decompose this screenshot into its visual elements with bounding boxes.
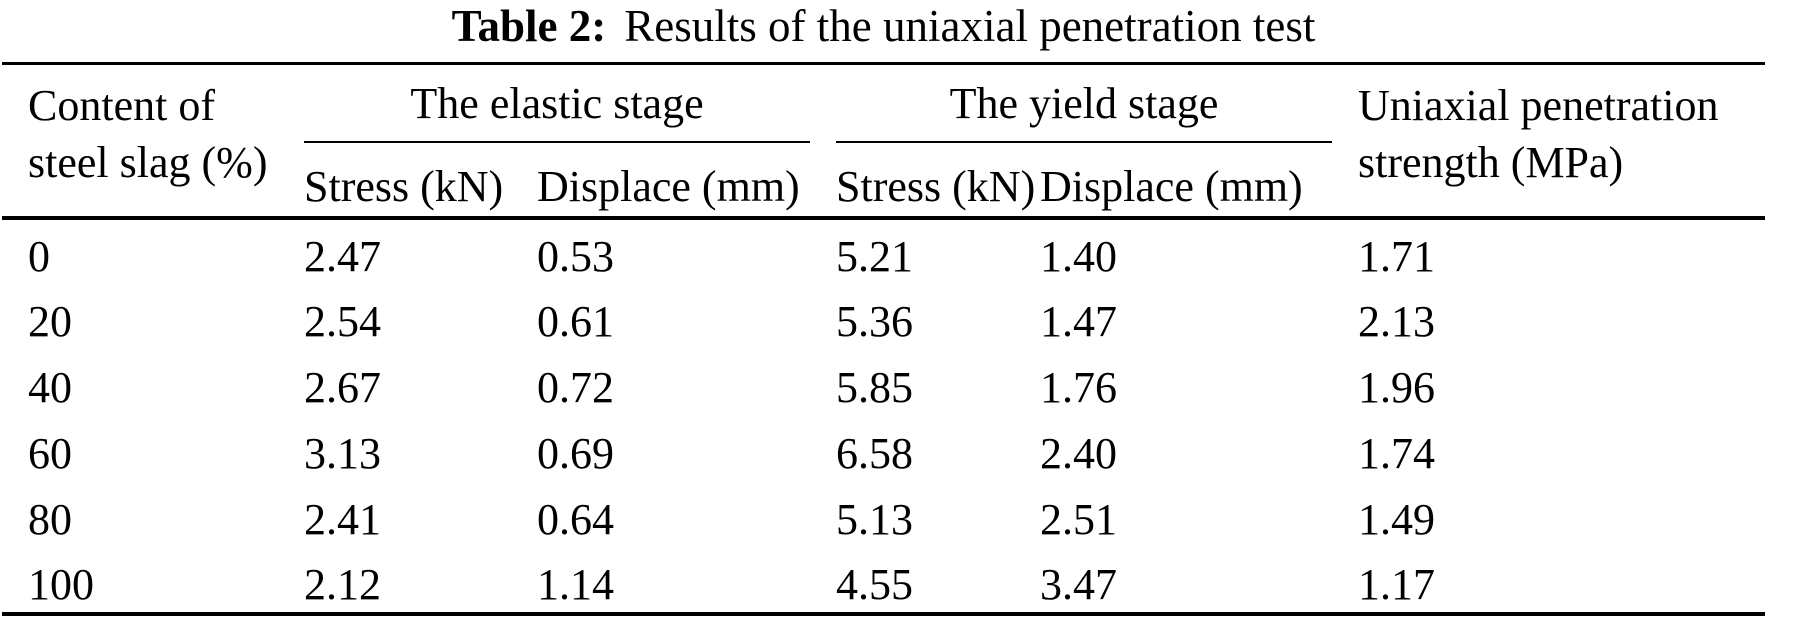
table-row: 20 2.54 0.61 5.36 1.47 2.13: [2, 284, 1765, 350]
group-header-elastic-label: The elastic stage: [410, 78, 704, 128]
data-cell: 0.72: [537, 362, 614, 412]
data-cell: 5.85: [836, 362, 914, 412]
row-header-cell: 100: [28, 559, 94, 609]
data-cell: 0.64: [537, 494, 614, 544]
table-body: 0 2.47 0.53 5.21 1.40 1.71 20 2.54 0.61 …: [2, 218, 1765, 614]
data-cell: 2.41: [304, 494, 381, 544]
table-caption: Table 2: Results of the uniaxial penetrat…: [2, 0, 1765, 52]
data-cell: 6.58: [836, 428, 914, 478]
data-cell: 1.14: [537, 559, 614, 609]
table-caption-text: Results of the uniaxial penetration test: [624, 1, 1316, 51]
table-caption-label: Table 2:: [451, 1, 607, 51]
row-header-cell: 80: [28, 494, 72, 544]
column-header-stress-yield: Stress (kN): [836, 162, 1036, 211]
data-cell: 0.53: [537, 231, 614, 281]
header-strength-line2: strength (MPa): [1358, 137, 1624, 187]
header-content-line2: steel slag (%): [28, 137, 268, 187]
table-row: 0 2.47 0.53 5.21 1.40 1.71: [2, 218, 1765, 284]
group-header-yield-stage: The yield stage: [836, 64, 1358, 143]
results-table: Content of steel slag (%) The elastic st…: [2, 62, 1766, 616]
row-header-cell: 0: [28, 231, 50, 281]
header-content-line1: Content of: [28, 80, 215, 130]
data-cell: 1.96: [1358, 362, 1436, 412]
table-row: 60 3.13 0.69 6.58 2.40 1.74: [2, 416, 1765, 482]
data-cell: 1.47: [1040, 296, 1118, 346]
header-content-steel-slag: Content of steel slag (%): [2, 64, 304, 219]
data-cell: 2.13: [1358, 296, 1436, 346]
column-header-stress-elastic: Stress (kN): [304, 162, 504, 211]
data-cell: 1.74: [1358, 428, 1436, 478]
data-cell: 2.54: [304, 296, 381, 346]
data-cell: 1.17: [1358, 559, 1436, 609]
data-cell: 5.36: [836, 296, 914, 346]
data-cell: 0.69: [537, 428, 614, 478]
data-cell: 0.61: [537, 296, 614, 346]
data-cell: 2.12: [304, 559, 381, 609]
data-cell: 5.13: [836, 494, 914, 544]
table-row: 40 2.67 0.72 5.85 1.76 1.96: [2, 350, 1765, 416]
table-row: 100 2.12 1.14 4.55 3.47 1.17: [2, 548, 1765, 614]
row-header-cell: 20: [28, 296, 72, 346]
header-strength-line1: Uniaxial penetration: [1358, 80, 1719, 130]
row-header-cell: 40: [28, 362, 72, 412]
column-header-displace-yield: Displace (mm): [1040, 162, 1303, 211]
data-cell: 2.40: [1040, 428, 1118, 478]
header-uniaxial-strength: Uniaxial penetration strength (MPa): [1358, 64, 1765, 219]
data-cell: 2.51: [1040, 494, 1118, 544]
table-row: 80 2.41 0.64 5.13 2.51 1.49: [2, 482, 1765, 548]
table-header: Content of steel slag (%) The elastic st…: [2, 64, 1766, 218]
group-header-yield-label: The yield stage: [949, 78, 1219, 128]
data-cell: 3.13: [304, 428, 381, 478]
header-row-subcolumns: Stress (kN) Displace (mm) Stress (kN) Di…: [2, 143, 1765, 218]
header-row-groups: Content of steel slag (%) The elastic st…: [2, 64, 1765, 187]
group-header-elastic-stage: The elastic stage: [304, 64, 836, 143]
column-header-displace-elastic: Displace (mm): [537, 162, 800, 211]
data-cell: 4.55: [836, 559, 914, 609]
data-cell: 1.40: [1040, 231, 1118, 281]
row-header-cell: 60: [28, 428, 72, 478]
data-cell: 5.21: [836, 231, 914, 281]
data-cell: 2.47: [304, 231, 381, 281]
data-cell: 2.67: [304, 362, 381, 412]
data-cell: 3.47: [1040, 559, 1118, 609]
data-cell: 1.76: [1040, 362, 1118, 412]
data-cell: 1.71: [1358, 231, 1436, 281]
data-cell: 1.49: [1358, 494, 1436, 544]
